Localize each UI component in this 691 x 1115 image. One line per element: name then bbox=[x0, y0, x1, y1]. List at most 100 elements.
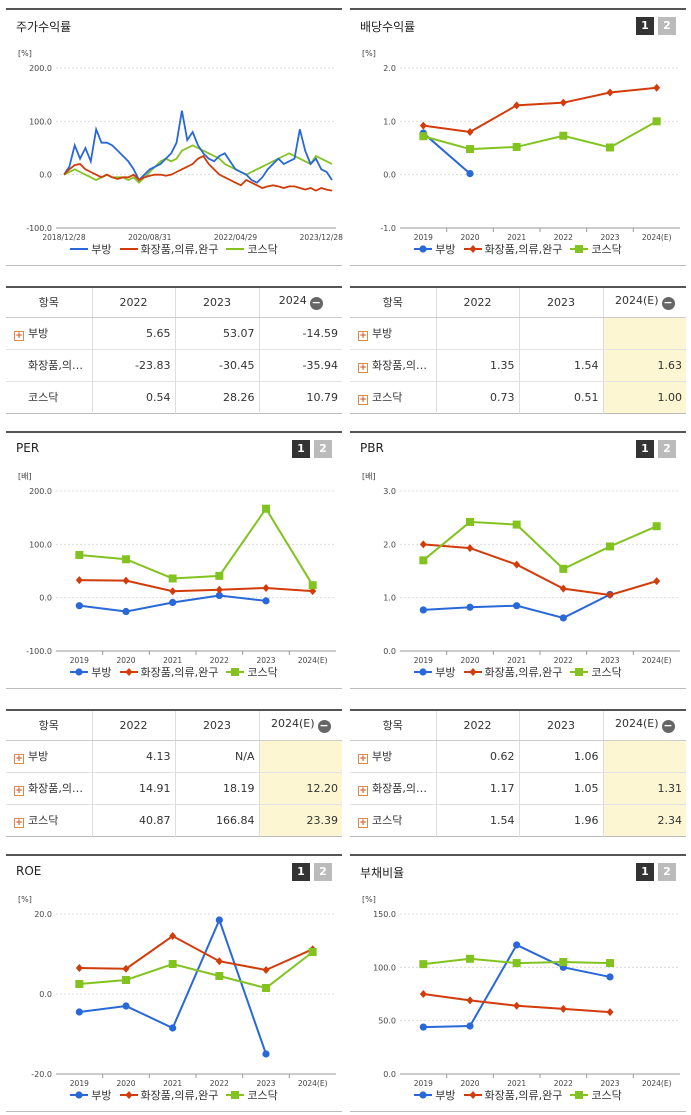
x-tick-label: 2022/04/29 bbox=[214, 233, 257, 242]
header-year: 2023 bbox=[518, 710, 603, 741]
expand-icon[interactable]: + bbox=[358, 331, 368, 341]
page-2-button[interactable]: 2 bbox=[658, 440, 676, 458]
header-year: 2024(E) − bbox=[258, 710, 342, 741]
table-cell: -14.59 bbox=[258, 317, 342, 350]
expand-icon[interactable]: + bbox=[14, 331, 24, 341]
page-1-button[interactable]: 1 bbox=[292, 440, 310, 458]
y-tick-label: -100.0 bbox=[26, 647, 52, 656]
x-tick-label: 2020 bbox=[116, 656, 135, 665]
page-1-button[interactable]: 1 bbox=[636, 863, 654, 881]
row-label[interactable]: + 부방 bbox=[350, 740, 436, 773]
row-label[interactable]: + 코스닥 bbox=[6, 804, 92, 836]
series-line bbox=[423, 120, 658, 151]
legend-label: 화장품,의류,완구 bbox=[484, 243, 563, 256]
legend-marker bbox=[125, 1091, 133, 1099]
y-tick-label: 2.0 bbox=[383, 540, 396, 549]
stock-return-table: 항목 2022 2023 2024− + 부방 5.65 53.07 -14.59 화장품,의… -… bbox=[6, 286, 342, 414]
page-2-button[interactable]: 2 bbox=[314, 440, 332, 458]
x-tick-label: 2022 bbox=[554, 233, 573, 242]
row-label[interactable]: + 코스닥 bbox=[350, 804, 436, 836]
row-label[interactable]: + 화장품,의… bbox=[6, 772, 92, 805]
row-label[interactable]: + 코스닥 bbox=[350, 381, 436, 413]
data-point bbox=[122, 976, 130, 984]
header-year: 2022 bbox=[435, 287, 519, 318]
header-item: 항목 bbox=[6, 710, 92, 741]
y-tick-label: -1.0 bbox=[380, 224, 396, 233]
table-row: + 코스닥 1.54 1.96 2.34 bbox=[350, 804, 686, 836]
header-year: 2022 bbox=[91, 287, 175, 318]
collapse-icon[interactable]: − bbox=[317, 719, 331, 734]
legend: 부방 화장품,의류,완구 코스닥 bbox=[6, 241, 342, 257]
table-row: + 부방 5.65 53.07 -14.59 bbox=[6, 317, 342, 350]
header-year: 2024(E) − bbox=[602, 287, 686, 318]
expand-icon[interactable]: + bbox=[358, 363, 368, 373]
collapse-icon[interactable]: − bbox=[309, 296, 323, 311]
row-label[interactable]: + 부방 bbox=[6, 317, 92, 350]
table-cell: 0.73 bbox=[435, 381, 519, 413]
y-tick-label: -20.0 bbox=[31, 1070, 52, 1079]
y-tick-label: 0.0 bbox=[383, 171, 396, 180]
expand-icon[interactable]: + bbox=[14, 818, 24, 828]
expand-icon[interactable]: + bbox=[358, 395, 368, 405]
legend-swatch bbox=[414, 1091, 433, 1099]
table-row: + 부방 4.13 N/A bbox=[6, 740, 342, 773]
data-point bbox=[308, 948, 317, 956]
page-1-button[interactable]: 1 bbox=[636, 440, 654, 458]
series-line bbox=[423, 543, 657, 597]
data-point bbox=[75, 1008, 83, 1016]
series-line bbox=[63, 110, 333, 184]
expand-icon[interactable]: + bbox=[14, 786, 24, 796]
page-1-button[interactable]: 1 bbox=[636, 17, 654, 35]
expand-icon[interactable]: + bbox=[14, 754, 24, 764]
legend: 부방 화장품,의류,완구 코스닥 bbox=[350, 241, 686, 257]
legend-swatch bbox=[70, 668, 89, 676]
legend-marker bbox=[231, 668, 240, 676]
table-cell bbox=[602, 317, 686, 350]
data-point bbox=[215, 972, 224, 980]
collapse-icon[interactable]: − bbox=[661, 719, 675, 734]
legend-item: 화장품,의류,완구 bbox=[463, 1087, 562, 1103]
header-year: 2022 bbox=[91, 710, 175, 741]
legend-item: 코스닥 bbox=[226, 664, 278, 680]
row-label[interactable]: + 화장품,의… bbox=[350, 349, 436, 382]
y-unit-label: [%] bbox=[18, 49, 32, 58]
page-2-button[interactable]: 2 bbox=[658, 17, 676, 35]
data-point bbox=[419, 606, 427, 614]
series-line bbox=[79, 951, 314, 990]
row-label[interactable]: + 화장품,의… bbox=[350, 772, 436, 805]
data-point bbox=[559, 131, 568, 140]
data-point bbox=[466, 145, 474, 154]
legend: 부방 화장품,의류,완구 코스닥 bbox=[6, 1087, 342, 1103]
data-point bbox=[262, 597, 270, 605]
row-label[interactable]: + 부방 bbox=[350, 317, 436, 350]
table-cell: 1.00 bbox=[602, 381, 686, 413]
data-point bbox=[466, 954, 474, 963]
table-cell bbox=[258, 740, 342, 773]
y-tick-label: 3.0 bbox=[383, 487, 396, 496]
expand-icon[interactable]: + bbox=[358, 754, 368, 764]
expand-icon[interactable]: + bbox=[358, 818, 368, 828]
row-label[interactable]: + 부방 bbox=[6, 740, 92, 773]
row-label-text: 화장품,의… bbox=[372, 782, 427, 795]
collapse-icon[interactable]: − bbox=[661, 296, 675, 311]
data-point bbox=[513, 1001, 521, 1010]
x-tick-label: 2022 bbox=[554, 656, 573, 665]
y-unit-label: [%] bbox=[18, 895, 32, 904]
data-point bbox=[122, 964, 130, 973]
legend: 부방 화장품,의류,완구 코스닥 bbox=[6, 664, 342, 680]
page-1-button[interactable]: 1 bbox=[292, 863, 310, 881]
expand-icon[interactable]: + bbox=[358, 786, 368, 796]
roe-chart: [%]20.0 0.0 -20.0 2019 2020 2021 2022 2023 2024(… bbox=[18, 895, 336, 1088]
page-2-button[interactable]: 2 bbox=[314, 863, 332, 881]
legend-item: 화장품,의류,완구 bbox=[463, 241, 563, 257]
table-cell: 1.63 bbox=[602, 349, 686, 382]
legend-marker bbox=[469, 668, 477, 676]
row-label-text: 부방 bbox=[372, 327, 393, 340]
y-tick-label: 100.0 bbox=[29, 117, 52, 126]
data-point bbox=[419, 990, 427, 998]
legend-label: 부방 bbox=[435, 243, 456, 256]
legend-marker bbox=[469, 1091, 477, 1099]
y-unit-label: [배] bbox=[362, 472, 376, 481]
page-2-button[interactable]: 2 bbox=[658, 863, 676, 881]
per-chart: [배] 200.0 100.0 0.0 -100.0 2019 2020 2021 2022 20… bbox=[18, 472, 336, 665]
